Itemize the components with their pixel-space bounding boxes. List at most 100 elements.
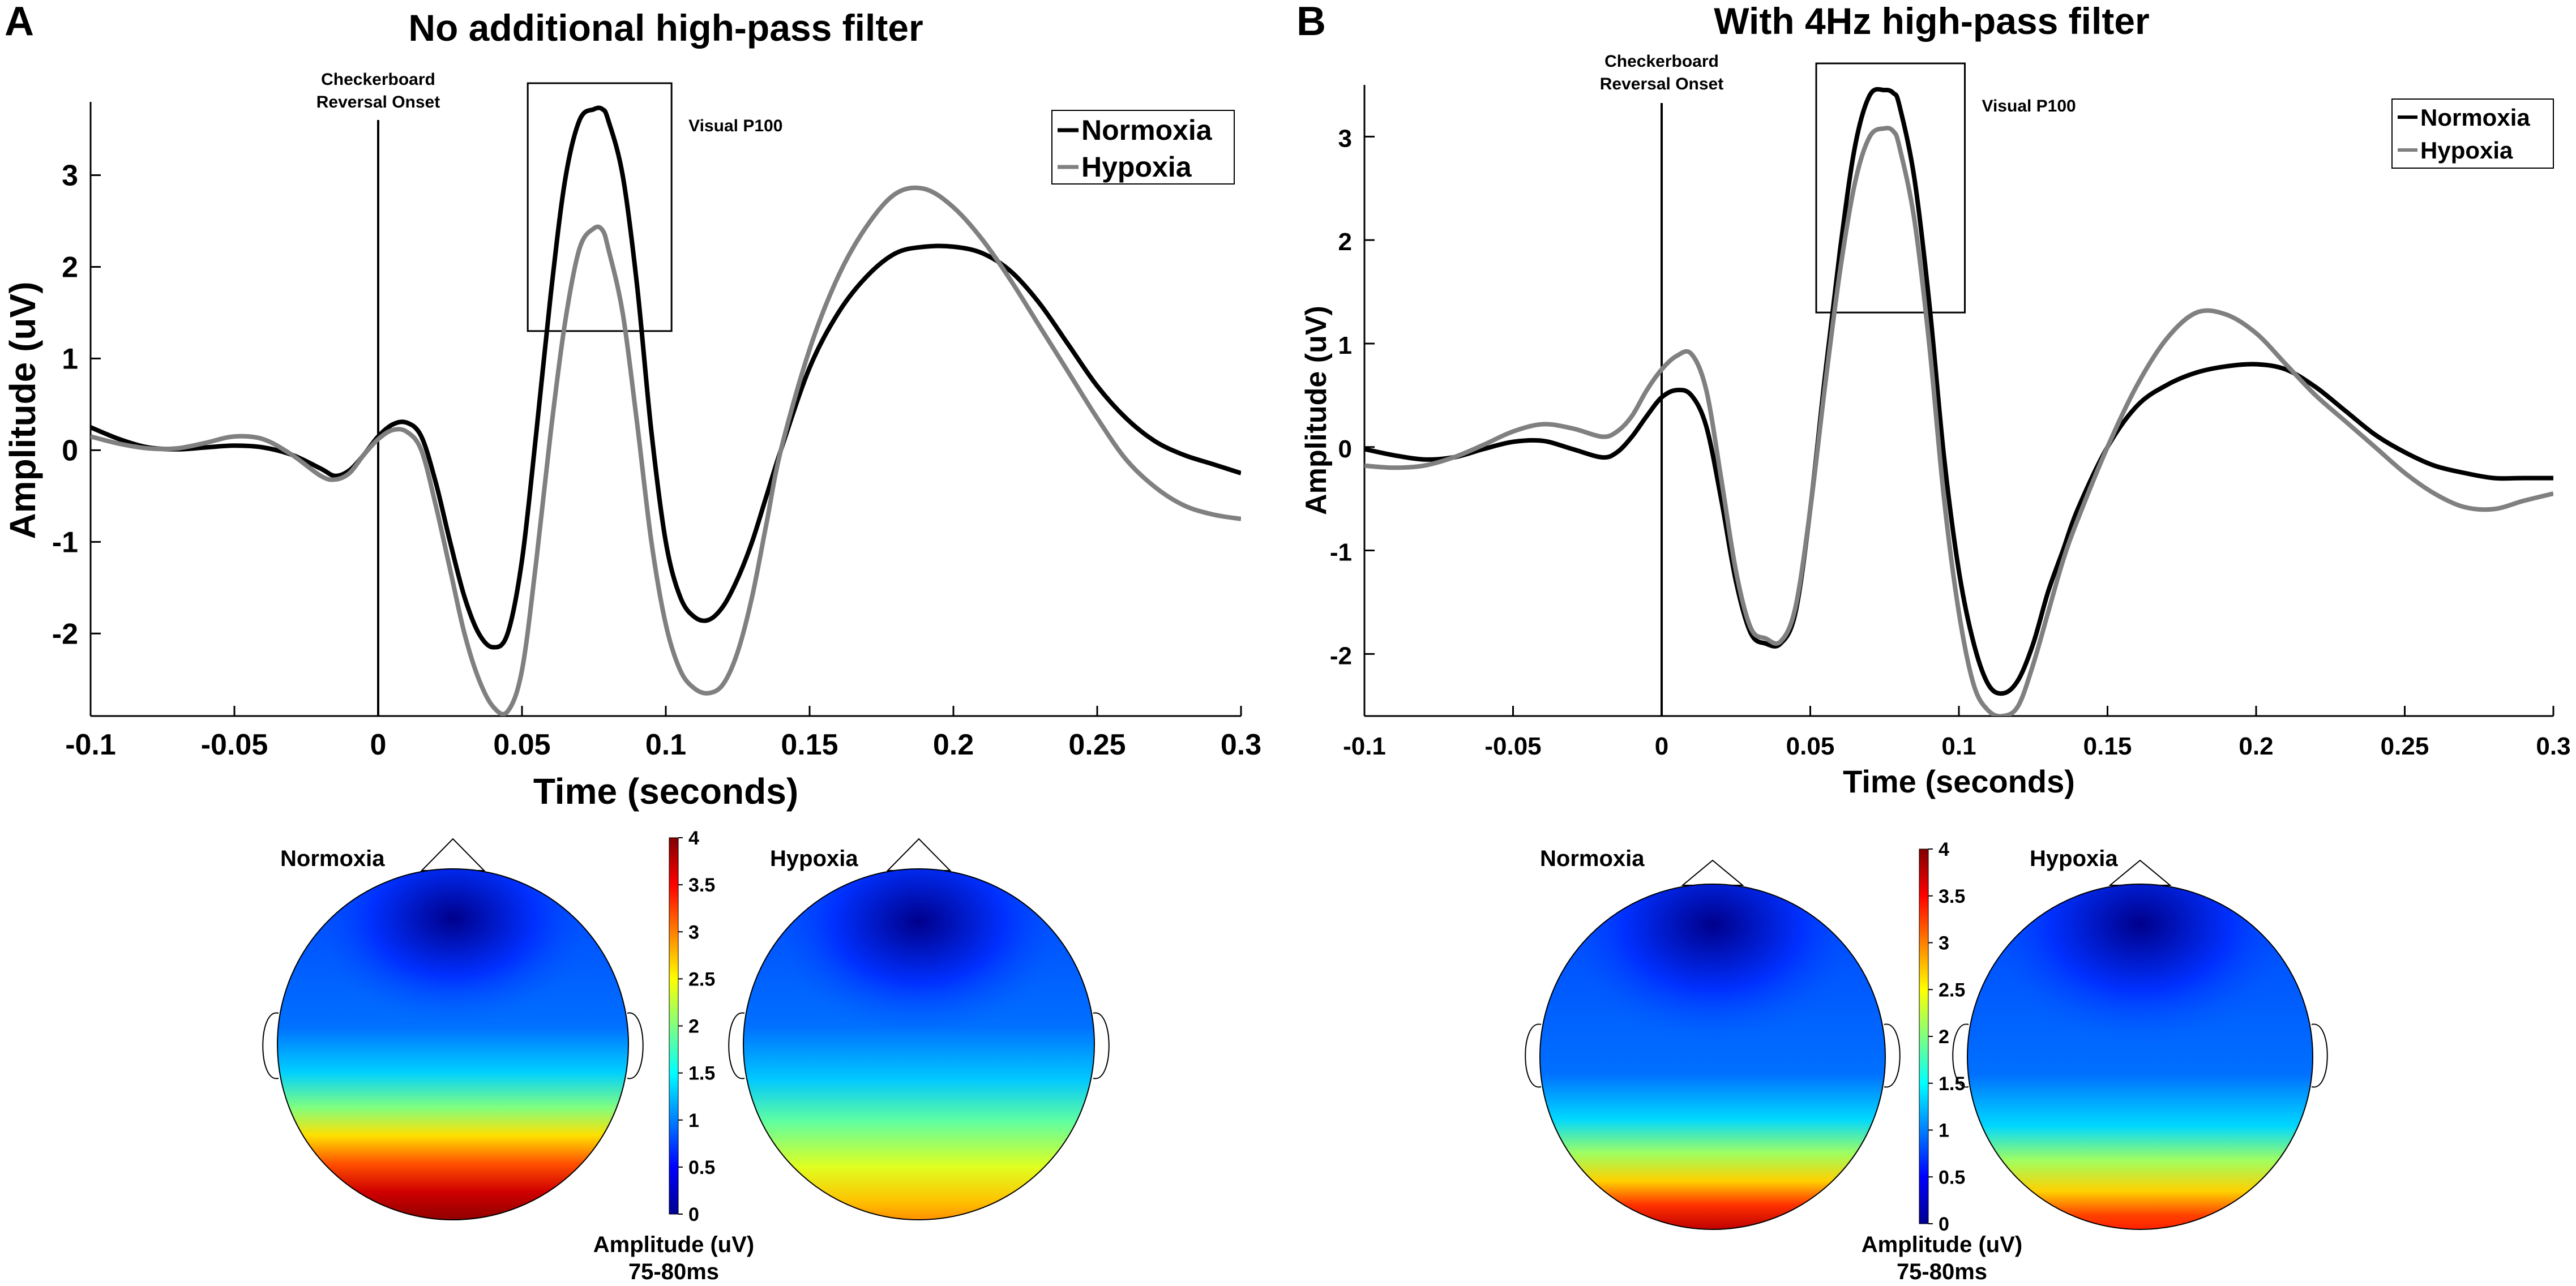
colorbar-b-window: 75-80ms	[1897, 1259, 1987, 1284]
y-tick-label: 0	[1338, 435, 1352, 463]
colorbar-tick-label: 1	[1939, 1120, 1949, 1142]
p100-label: Visual P100	[1982, 97, 2076, 115]
legend: Normoxia Hypoxia	[2391, 98, 2554, 169]
colorbar-tick-label: 2	[1939, 1026, 1949, 1048]
y-tick-label: 3	[1338, 125, 1352, 152]
p100-box	[527, 82, 673, 332]
topomap-b-hypoxia-label: Hypoxia	[2030, 846, 2118, 871]
colorbar-tick-label: 1	[688, 1110, 699, 1131]
y-tick-label: -2	[52, 618, 78, 650]
y-ticks: -2 -1 0 1 2 3	[1330, 125, 1375, 670]
y-tick-label: 0	[62, 434, 78, 467]
x-axis-label: Time (seconds)	[533, 771, 798, 812]
nose-icon	[2108, 859, 2172, 886]
p100-label: Visual P100	[688, 117, 782, 135]
topomap-b-normoxia: Normoxia	[1525, 846, 1901, 1230]
series-line-hypoxia	[1364, 126, 2553, 716]
colorbar-a-label: Amplitude (uV)	[593, 1232, 754, 1257]
left-ear-icon	[262, 1012, 279, 1079]
colorbar-b-gradient	[1919, 848, 1929, 1224]
series-line-normoxia	[91, 105, 1241, 650]
right-ear-icon	[627, 1012, 644, 1079]
legend-box	[2391, 98, 2554, 169]
panel-a-title: No additional high-pass filter	[408, 7, 923, 49]
colorbar-tick-label: 2.5	[688, 968, 715, 990]
topomap-b-normoxia-label: Normoxia	[1540, 846, 1645, 871]
x-tick-label: -0.1	[65, 728, 116, 761]
series-line-hypoxia	[91, 185, 1241, 716]
nose-icon	[420, 838, 486, 871]
x-tick-label: 0.1	[1941, 732, 1976, 760]
left-ear-icon	[728, 1012, 745, 1079]
colorbar-tick-label: 4	[1939, 839, 1949, 860]
right-ear-icon	[1884, 1023, 1901, 1088]
x-tick-label: 0	[370, 728, 387, 761]
colorbar-tick-label: 0.5	[688, 1157, 715, 1178]
x-tick-label: 0.25	[2381, 732, 2429, 760]
colorbar-b: 0 0.5 1 1.5 2 2.5 3 3.5 4 Amplitude (uV) 75-80ms	[1862, 839, 2022, 1284]
nose-icon	[1681, 859, 1744, 886]
onset-label-line2: Reversal Onset	[316, 93, 440, 112]
x-tick-label: 0	[1655, 732, 1668, 760]
chart-b: -0.1 -0.05 0 0.05 0.1 0.15 0.2 0.25 0.3 -2 -1 0 1 2 3…	[1300, 52, 2571, 799]
right-ear-icon	[1093, 1012, 1110, 1079]
colorbar-tick-label: 0	[688, 1204, 699, 1225]
head-outline	[1539, 884, 1886, 1230]
nose-icon	[886, 838, 952, 871]
y-tick-label: 3	[62, 160, 78, 192]
y-tick-label: 1	[62, 342, 78, 375]
y-tick-label: 2	[1338, 228, 1352, 256]
colorbar-tick-label: 2.5	[1939, 979, 1965, 1001]
colorbar-tick-label: 1.5	[1939, 1073, 1965, 1095]
head-outline	[1967, 884, 2313, 1230]
x-tick-label: -0.1	[1343, 732, 1386, 760]
x-axis-label: Time (seconds)	[1843, 764, 2075, 799]
colorbar-tick-label: 0	[1939, 1214, 1949, 1235]
y-axis-label: Amplitude (uV)	[1300, 306, 1333, 515]
y-tick-label: 2	[62, 251, 78, 284]
colorbar-tick-label: 3.5	[1939, 886, 1965, 907]
colorbar-tick-label: 0.5	[1939, 1167, 1965, 1188]
x-ticks: -0.1 -0.05 0 0.05 0.1 0.15 0.2 0.25 0.3	[1343, 706, 2571, 760]
series-group	[91, 105, 1241, 716]
colorbar-tick-label: 3	[688, 921, 699, 943]
topomap-a-hypoxia-label: Hypoxia	[770, 846, 858, 871]
x-ticks: -0.1 -0.05 0 0.05 0.1 0.15 0.2 0.25 0.3	[65, 706, 1261, 761]
topomap-a-hypoxia: Hypoxia	[728, 838, 1110, 1220]
y-tick-label: -2	[1330, 642, 1352, 670]
colorbar-b-label: Amplitude (uV)	[1862, 1232, 2022, 1257]
colorbar-ticks: 0 0.5 1 1.5 2 2.5 3 3.5 4	[678, 828, 715, 1225]
series-group	[1364, 87, 2553, 716]
y-tick-label: -1	[1330, 539, 1352, 567]
head-outline	[743, 868, 1095, 1220]
legend-hypoxia: Hypoxia	[1081, 151, 1192, 183]
x-tick-label: 0.25	[1068, 728, 1126, 761]
legend-normoxia: Normoxia	[1081, 114, 1213, 146]
left-ear-icon	[1525, 1023, 1542, 1088]
left-ear-icon	[1952, 1023, 1969, 1088]
y-axis-label: Amplitude (uV)	[2, 281, 43, 539]
onset-label-line1: Checkerboard	[321, 70, 435, 89]
x-tick-label: 0.1	[645, 728, 686, 761]
topomap-a-normoxia-label: Normoxia	[280, 846, 385, 871]
legend: Normoxia Hypoxia	[1051, 110, 1235, 185]
onset-label-line2: Reversal Onset	[1600, 75, 1723, 93]
x-tick-label: 0.05	[493, 728, 550, 761]
head-outline	[277, 868, 629, 1220]
p100-box	[1815, 62, 1966, 314]
x-tick-label: 0.15	[2083, 732, 2132, 760]
x-tick-label: 0.15	[781, 728, 838, 761]
topomap-b-hypoxia: Hypoxia	[1952, 846, 2328, 1230]
onset-label-line1: Checkerboard	[1604, 52, 1719, 71]
colorbar-tick-label: 3.5	[688, 875, 715, 896]
colorbar-a-gradient	[669, 837, 679, 1215]
legend-box	[1051, 110, 1235, 185]
right-ear-icon	[2311, 1023, 2328, 1088]
x-tick-label: 0.3	[1221, 728, 1261, 761]
topomap-a-normoxia: Normoxia	[262, 838, 644, 1220]
colorbar-tick-label: 4	[688, 828, 699, 849]
y-ticks: -2 -1 0 1 2 3	[52, 160, 101, 650]
colorbar-a-window: 75-80ms	[628, 1259, 719, 1284]
x-tick-label: 0.2	[933, 728, 974, 761]
